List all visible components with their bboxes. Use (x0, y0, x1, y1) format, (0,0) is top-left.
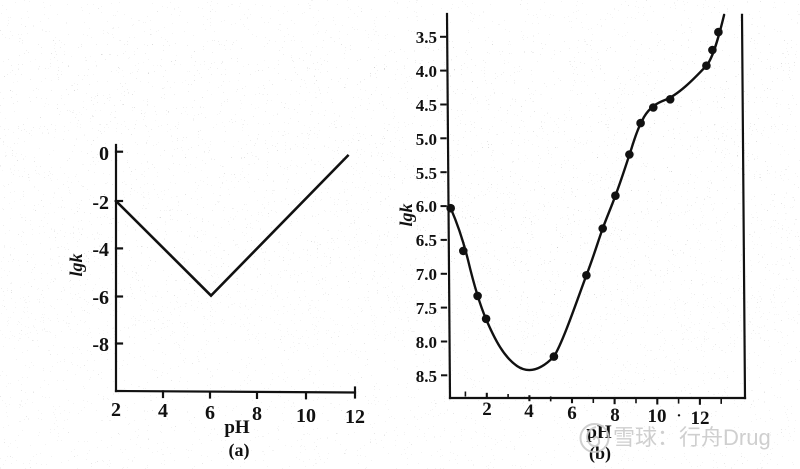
svg-text:-2: -2 (92, 192, 109, 214)
svg-text:12: 12 (345, 406, 365, 428)
svg-text:8.0: 8.0 (416, 333, 437, 352)
svg-text:8: 8 (252, 403, 262, 425)
svg-text:2: 2 (482, 399, 492, 420)
svg-text:4: 4 (524, 401, 534, 422)
svg-text:4.0: 4.0 (416, 62, 437, 81)
svg-text:4.5: 4.5 (416, 96, 437, 115)
svg-text:·: · (676, 408, 681, 424)
svg-text:6.0: 6.0 (416, 197, 437, 216)
svg-text:lgk: lgk (66, 253, 86, 276)
svg-text:5.0: 5.0 (416, 130, 437, 149)
svg-text:pH: pH (224, 417, 250, 438)
svg-text:(a): (a) (229, 440, 250, 461)
svg-text:3.5: 3.5 (416, 28, 437, 47)
svg-text:4: 4 (158, 400, 168, 422)
svg-text:6.5: 6.5 (416, 231, 437, 250)
svg-text:0: 0 (99, 143, 109, 165)
svg-text:7.5: 7.5 (416, 299, 437, 318)
svg-text:-8: -8 (92, 334, 109, 356)
svg-text:-6: -6 (92, 287, 109, 309)
svg-text:7.0: 7.0 (416, 265, 437, 284)
svg-text:6: 6 (205, 402, 215, 424)
svg-text:8.5: 8.5 (416, 367, 437, 386)
svg-text:10: 10 (296, 405, 316, 427)
svg-text:2: 2 (111, 399, 121, 421)
svg-text:10: 10 (648, 406, 667, 427)
svg-text:5.5: 5.5 (416, 164, 437, 183)
svg-text:-4: -4 (92, 239, 109, 261)
svg-text:6: 6 (567, 403, 577, 424)
svg-text:雪球：行舟Drug: 雪球：行舟Drug (613, 425, 771, 450)
svg-text:lgk: lgk (396, 203, 416, 226)
